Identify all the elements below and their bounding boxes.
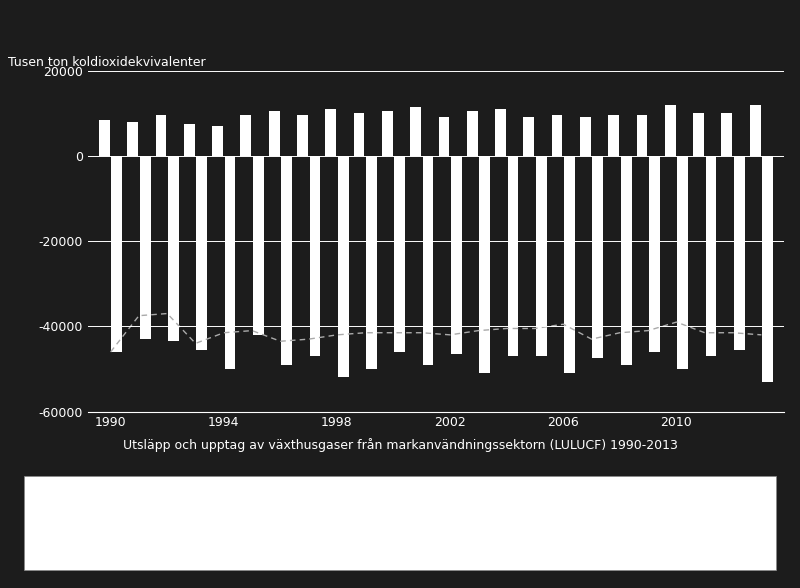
- Bar: [253, 156, 264, 335]
- Bar: [593, 156, 603, 358]
- Bar: [438, 118, 450, 156]
- Bar: [354, 113, 365, 156]
- Bar: [451, 156, 462, 354]
- Bar: [127, 122, 138, 156]
- Bar: [168, 156, 179, 341]
- Bar: [693, 113, 704, 156]
- Bar: [649, 156, 660, 352]
- Bar: [338, 156, 349, 377]
- Bar: [156, 115, 166, 156]
- Text: Tusen ton koldioxidekvivalenter: Tusen ton koldioxidekvivalenter: [8, 56, 206, 69]
- Bar: [608, 115, 619, 156]
- Bar: [495, 109, 506, 156]
- Bar: [734, 156, 745, 350]
- Bar: [479, 156, 490, 373]
- Bar: [297, 115, 308, 156]
- Bar: [564, 156, 575, 373]
- Bar: [580, 118, 590, 156]
- Bar: [184, 124, 194, 156]
- Bar: [212, 126, 223, 156]
- Bar: [326, 109, 336, 156]
- Bar: [196, 156, 207, 350]
- Bar: [282, 156, 292, 365]
- Bar: [552, 115, 562, 156]
- Bar: [366, 156, 377, 369]
- Bar: [410, 107, 421, 156]
- Bar: [382, 111, 393, 156]
- Bar: [706, 156, 716, 356]
- Bar: [621, 156, 631, 365]
- Bar: [225, 156, 235, 369]
- Bar: [99, 119, 110, 156]
- Bar: [140, 156, 150, 339]
- Bar: [507, 156, 518, 356]
- Bar: [111, 156, 122, 352]
- Bar: [536, 156, 546, 356]
- Bar: [394, 156, 405, 352]
- Bar: [722, 113, 732, 156]
- Text: Utsläpp och upptag av växthusgaser från markanvändningssektorn (LULUCF) 1990-201: Utsläpp och upptag av växthusgaser från …: [122, 438, 678, 452]
- Bar: [269, 111, 279, 156]
- Bar: [637, 115, 647, 156]
- Bar: [750, 105, 761, 156]
- Bar: [762, 156, 773, 382]
- Bar: [678, 156, 688, 369]
- Bar: [310, 156, 320, 356]
- Bar: [422, 156, 434, 365]
- Bar: [467, 111, 478, 156]
- Bar: [523, 118, 534, 156]
- Bar: [665, 105, 676, 156]
- Bar: [241, 115, 251, 156]
